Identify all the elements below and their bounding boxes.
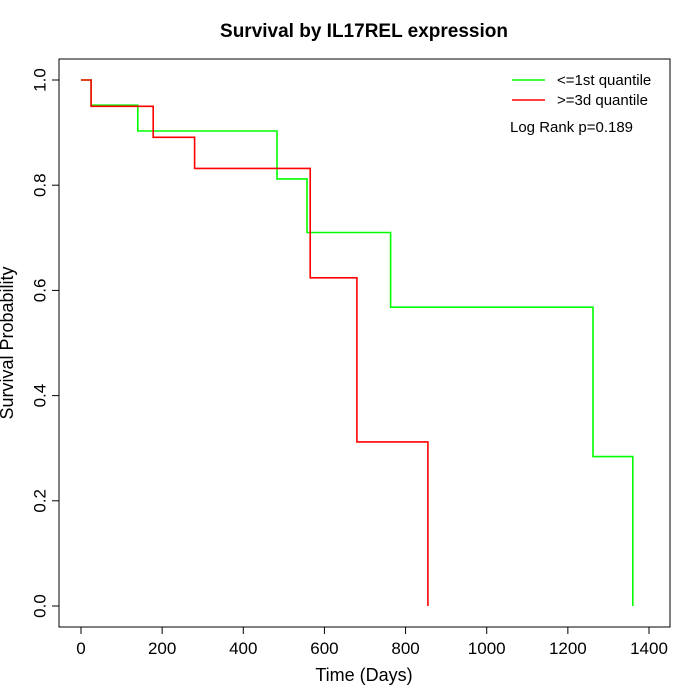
- y-tick-label: 0.6: [31, 279, 50, 303]
- x-tick-label: 1400: [630, 639, 668, 658]
- x-tick-label: 1200: [549, 639, 587, 658]
- log-rank-annotation: Log Rank p=0.189: [510, 119, 633, 136]
- y-tick-label: 0.8: [31, 173, 50, 197]
- series-line-2: [81, 79, 429, 606]
- x-tick-label: 0: [76, 639, 85, 658]
- series-layer: [81, 79, 634, 606]
- y-tick-label: 0.0: [31, 594, 50, 618]
- y-tick-label: 1.0: [31, 68, 50, 92]
- x-axis-title: Time (Days): [315, 665, 412, 685]
- y-tick-label: 0.4: [31, 384, 50, 408]
- y-tick-label: 0.2: [31, 489, 50, 513]
- x-tick-label: 200: [148, 639, 176, 658]
- y-axis-title: Survival Probability: [0, 266, 17, 419]
- x-tick-label: 1000: [468, 639, 506, 658]
- legend-label-2: >=3d quantile: [557, 92, 648, 109]
- x-tick-label: 800: [391, 639, 419, 658]
- chart-title: Survival by IL17REL expression: [220, 21, 508, 42]
- x-tick-label: 400: [229, 639, 257, 658]
- y-axis: 0.0 0.2 0.4 0.6 0.8 1.0: [31, 68, 60, 618]
- plot-frame: [58, 58, 671, 628]
- legend: <=1st quantile >=3d quantile: [512, 72, 651, 109]
- x-axis: 0 200 400 600 800 1000 1200 1400: [76, 626, 668, 658]
- legend-label-1: <=1st quantile: [557, 72, 651, 89]
- x-tick-label: 600: [310, 639, 338, 658]
- series-line-1: [81, 79, 634, 606]
